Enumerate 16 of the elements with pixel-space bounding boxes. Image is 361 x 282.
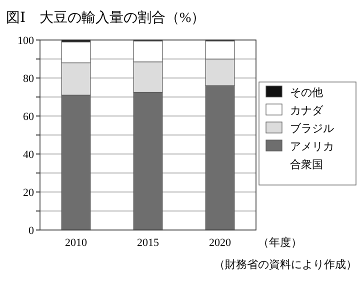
legend-label: カナダ bbox=[290, 105, 324, 117]
x-tick-label: 2010 bbox=[65, 237, 88, 249]
legend-label: その他 bbox=[290, 87, 323, 99]
chart-title: 図Ⅰ 大豆の輸入量の割合（%） bbox=[6, 10, 206, 26]
x-tick-label: 2015 bbox=[137, 237, 160, 249]
legend-label: ブラジル bbox=[290, 122, 334, 135]
text: （財務省の資料により作成） bbox=[214, 258, 357, 271]
y-tick-label: 60 bbox=[23, 110, 34, 123]
legend-label: アメリカ合衆国 bbox=[290, 141, 334, 171]
x-tick-label: 2020 bbox=[209, 237, 232, 249]
y-tick-label: 80 bbox=[23, 72, 34, 85]
y-tick-label: 40 bbox=[23, 148, 34, 161]
y-tick-label: 0 bbox=[28, 224, 34, 237]
y-tick-label: 100 bbox=[18, 34, 34, 47]
y-tick-label: 20 bbox=[23, 186, 34, 199]
x-axis-title: （年度） bbox=[258, 236, 302, 249]
